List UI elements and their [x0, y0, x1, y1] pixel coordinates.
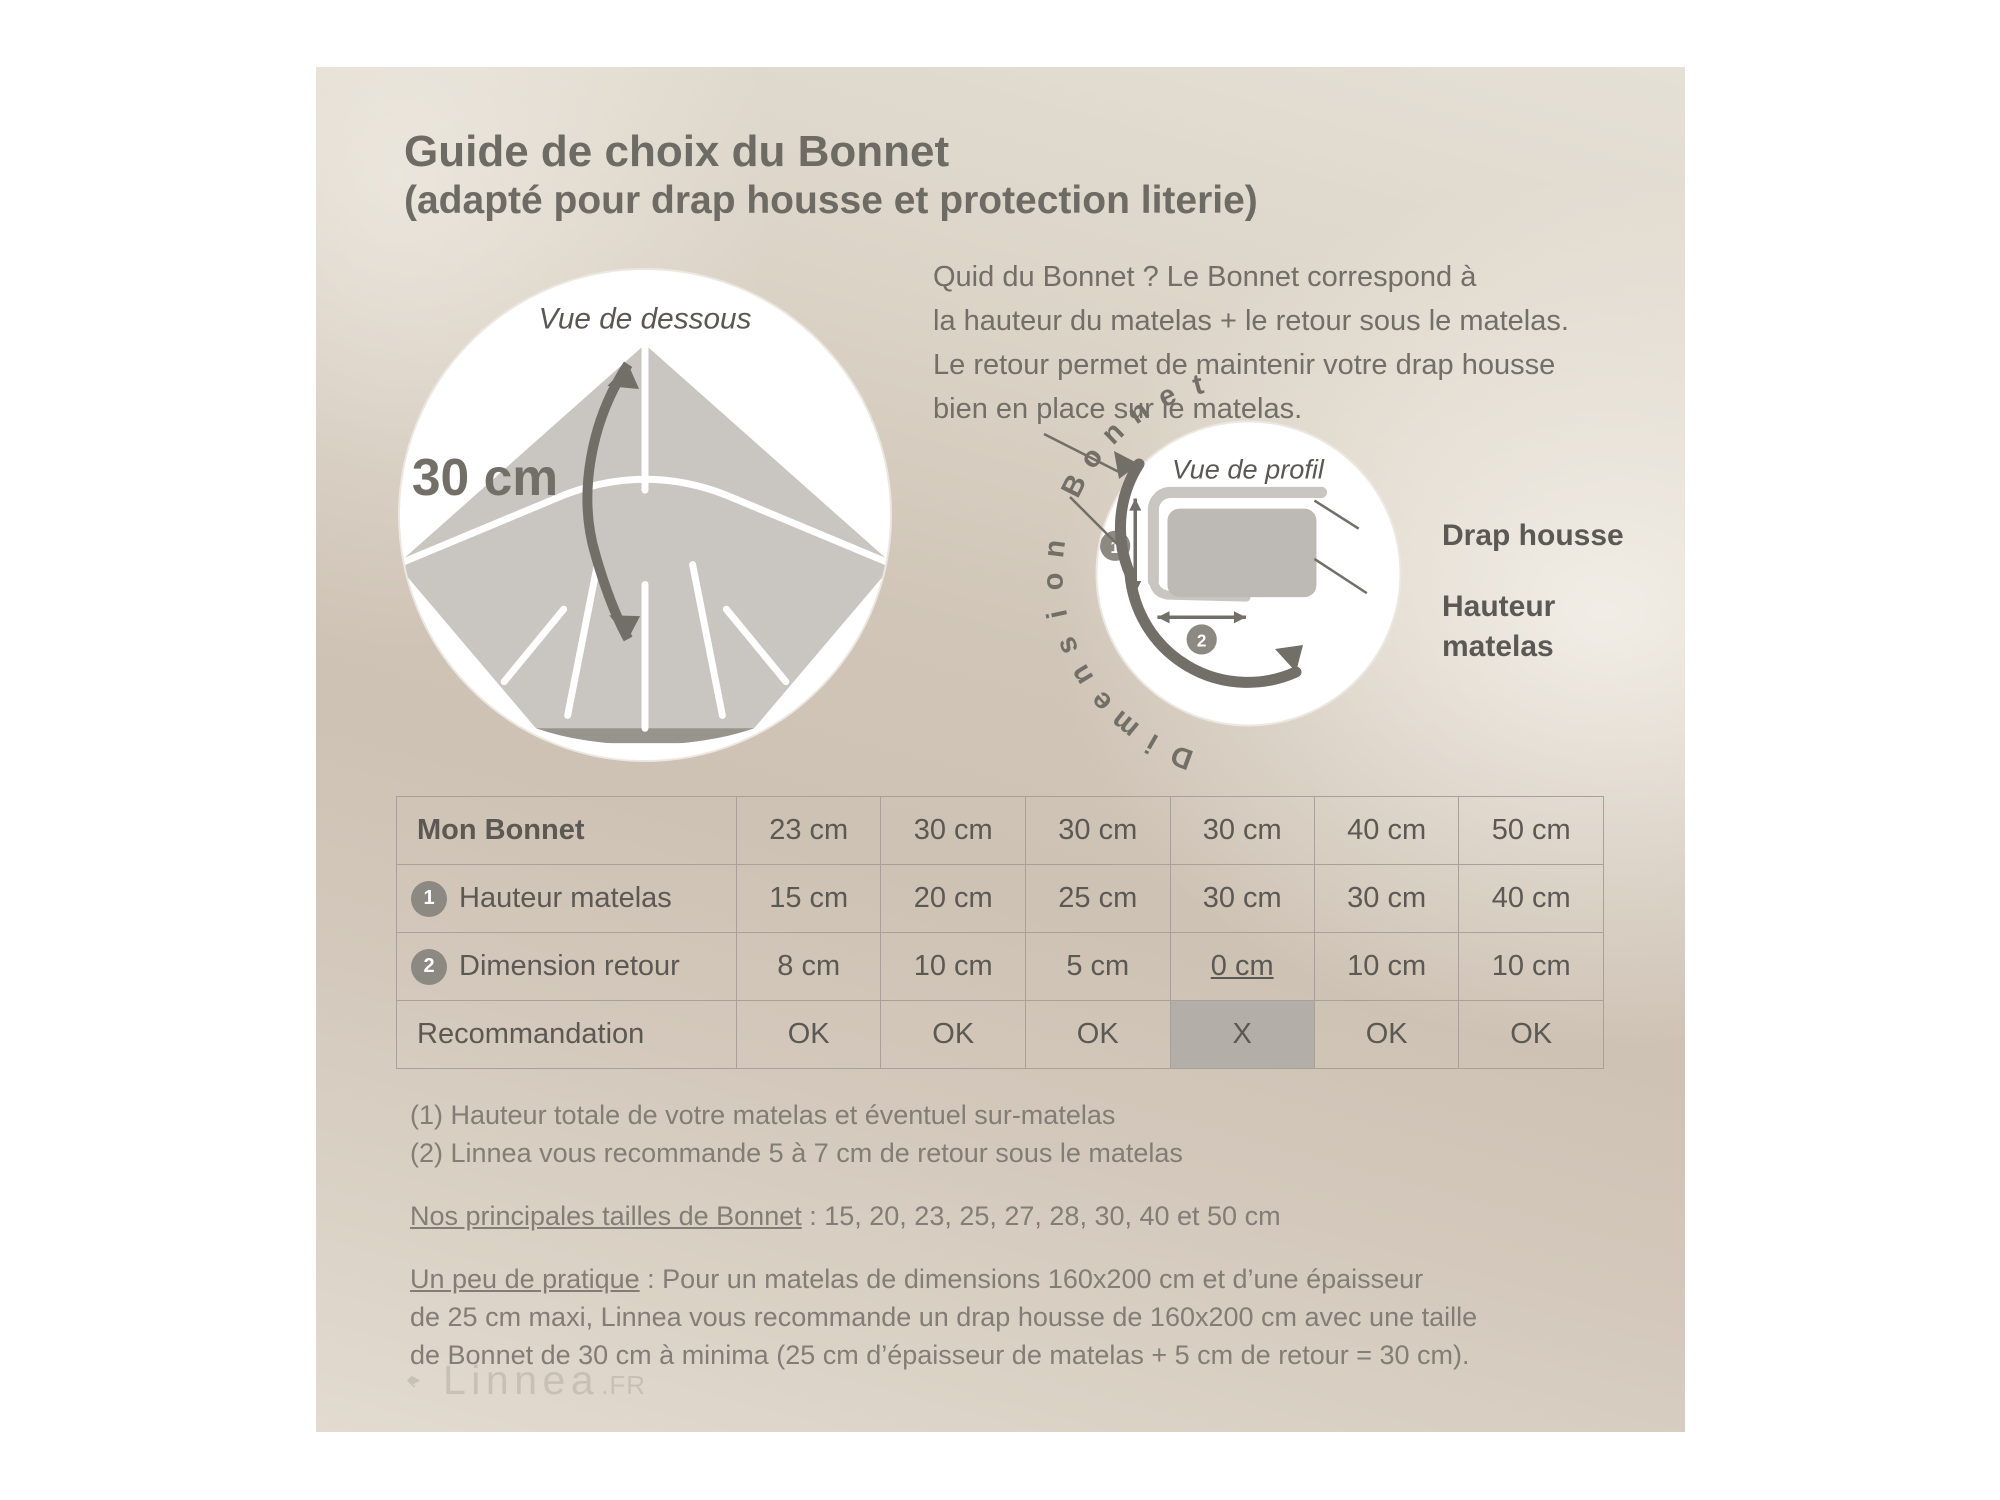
svg-text:e: e [1153, 378, 1181, 414]
svg-text:o: o [1037, 572, 1070, 591]
svg-text:e: e [1084, 685, 1119, 718]
svg-text:t: t [1189, 368, 1207, 401]
svg-text:m: m [1105, 704, 1145, 745]
svg-text:i: i [1141, 727, 1164, 759]
svg-text:n: n [1038, 538, 1072, 560]
svg-text:s: s [1049, 632, 1085, 659]
svg-text:D: D [1167, 738, 1198, 775]
svg-text:n: n [1122, 394, 1155, 430]
svg-text:o: o [1073, 441, 1109, 474]
svg-text:B: B [1055, 469, 1093, 502]
svg-text:n: n [1064, 659, 1101, 691]
svg-text:n: n [1096, 416, 1131, 451]
svg-text:i: i [1041, 607, 1074, 622]
